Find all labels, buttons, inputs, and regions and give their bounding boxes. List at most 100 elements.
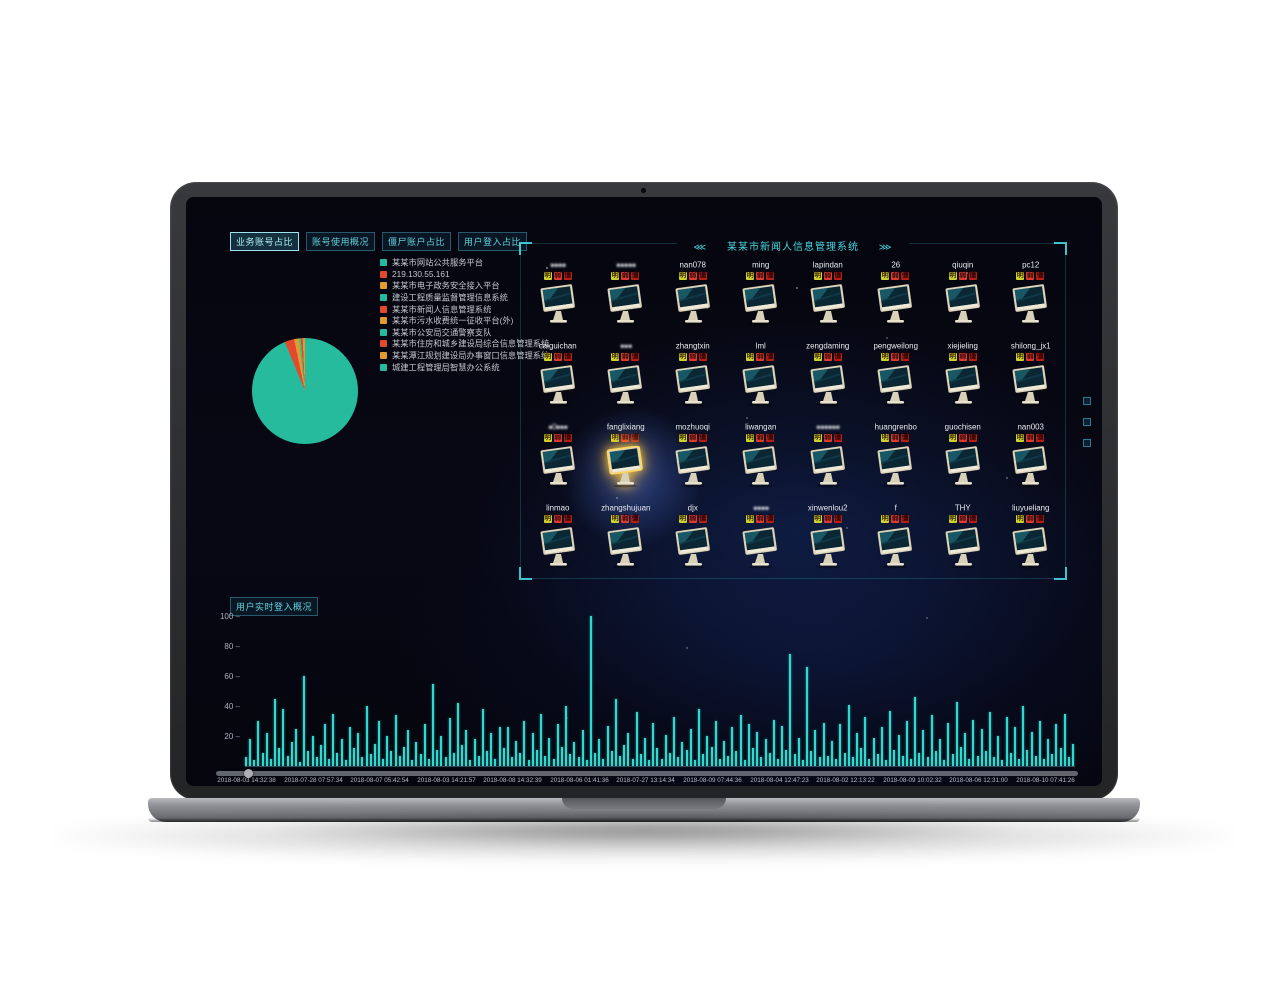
login-bar [660, 758, 663, 766]
login-bar [407, 730, 410, 766]
user-cell[interactable]: nan003 明弱僵 [997, 417, 1065, 498]
user-cell[interactable]: caiguichan 明弱僵 [524, 336, 592, 417]
status-badge: 明 [611, 515, 620, 523]
login-bar [918, 752, 921, 766]
decor-square-icon [1083, 418, 1091, 426]
legend-item[interactable]: 219.130.55.161 [380, 269, 563, 281]
login-bar [394, 715, 397, 766]
datazoom-slider[interactable] [216, 769, 1078, 778]
user-badges: 明弱僵 [659, 434, 727, 443]
user-cell[interactable]: liuyueliang 明弱僵 [997, 498, 1065, 579]
login-bar [1063, 713, 1066, 766]
user-cell[interactable]: pengweilong 明弱僵 [862, 336, 930, 417]
status-badge: 僵 [901, 272, 910, 280]
user-name: xinwenlou2 [807, 503, 848, 513]
laptop-base-edge [148, 818, 1140, 822]
status-badge: 弱 [823, 515, 832, 523]
user-cell[interactable]: ming 明弱僵 [727, 255, 795, 336]
user-cell[interactable]: 26 明弱僵 [862, 255, 930, 336]
login-bar [311, 736, 314, 766]
login-bar [868, 758, 871, 766]
login-bar [452, 752, 455, 766]
x-tick-label: 2018-07-27 13:14:34 [616, 777, 676, 784]
status-badge: 明 [948, 515, 957, 523]
user-name: zhangtxin [675, 341, 710, 351]
login-bar [461, 745, 464, 766]
user-cell[interactable]: ●●●●● 明弱僵 [592, 255, 660, 336]
login-bar [880, 727, 883, 766]
tab-2[interactable]: 僵尸账户占比 [382, 232, 452, 251]
legend-item[interactable]: 某某市新闻人信息管理系统 [380, 303, 563, 315]
login-bar [635, 712, 638, 766]
login-bar [544, 755, 547, 766]
legend-item[interactable]: 某某市电子政务安全接入平台 [380, 280, 563, 292]
user-badges: 明弱僵 [727, 434, 795, 443]
user-cell[interactable]: mozhuoqi 明弱僵 [659, 417, 727, 498]
user-cell[interactable]: nan078 明弱僵 [659, 255, 727, 336]
legend-item[interactable]: 建设工程质量监督管理信息系统 [380, 292, 563, 304]
user-cell[interactable]: liwangan 明弱僵 [727, 417, 795, 498]
user-cell[interactable]: THY 明弱僵 [929, 498, 997, 579]
user-cell[interactable]: shilong_jx1 明弱僵 [997, 336, 1065, 417]
login-bar [1055, 724, 1058, 766]
login-bar [627, 733, 630, 766]
tab-0[interactable]: 业务账号占比 [230, 232, 300, 251]
user-cell[interactable]: linmao 明弱僵 [524, 498, 592, 579]
user-cell[interactable]: ●0●●● 明弱僵 [524, 417, 592, 498]
status-badge: 弱 [891, 515, 900, 523]
user-cell[interactable]: ●●● 明弱僵 [592, 336, 660, 417]
legend-item[interactable]: 某某市网站公共服务平台 [380, 257, 563, 269]
login-bar [614, 698, 617, 766]
login-bar [1067, 757, 1070, 766]
status-badge: 僵 [563, 515, 572, 523]
login-bar [764, 739, 767, 766]
legend-item[interactable]: 某某市污水收费统一征收平台(外) [380, 315, 563, 327]
login-bar [1022, 706, 1025, 766]
user-badges: 明弱僵 [794, 434, 862, 443]
login-bar [282, 709, 285, 766]
status-badge: 明 [881, 272, 890, 280]
user-cell[interactable]: qiuqin 明弱僵 [929, 255, 997, 336]
login-bar [378, 721, 380, 766]
login-bar [735, 751, 738, 766]
user-cell[interactable]: ●●●● 明弱僵 [524, 255, 592, 336]
user-cell[interactable]: lapindan 明弱僵 [794, 255, 862, 336]
laptop-notch [562, 798, 726, 809]
login-bar [656, 748, 659, 766]
user-cell[interactable]: xinwenlou2 明弱僵 [794, 498, 862, 579]
legend-item[interactable]: 某某市住房和城乡建设局综合信息管理系统 [380, 338, 563, 350]
laptop-mockup: 业务账号占比 账号使用概况 僵尸账户占比 用户登入占比 某某市网站公共服务平台 219.… [170, 182, 1118, 800]
tab-3[interactable]: 用户登入占比 [458, 232, 528, 251]
status-badge: 弱 [958, 353, 967, 361]
user-cell[interactable]: zhangshujuan 明弱僵 [592, 498, 660, 579]
user-cell[interactable]: guochisen 明弱僵 [929, 417, 997, 498]
login-bar [423, 724, 426, 766]
legend-item[interactable]: 城建工程管理局智慧办公系统 [380, 361, 563, 373]
user-cell[interactable]: pc12 明弱僵 [997, 255, 1065, 336]
legend-item[interactable]: 某某潭江规划建设局办事窗口信息管理系统 [380, 350, 563, 362]
status-badge: 弱 [1026, 515, 1035, 523]
user-cell[interactable]: djx 明弱僵 [659, 498, 727, 579]
status-badge: 僵 [901, 515, 910, 523]
login-bar [1047, 739, 1050, 766]
tab-1[interactable]: 账号使用概况 [306, 232, 376, 251]
user-cell[interactable]: xiejieling 明弱僵 [929, 336, 997, 417]
legend-item[interactable]: 某某市公安局交通警察支队 [380, 327, 563, 339]
user-cell[interactable]: zhangtxin 明弱僵 [659, 336, 727, 417]
datazoom-handle[interactable] [244, 769, 253, 778]
user-cell[interactable]: ●●●● 明弱僵 [727, 498, 795, 579]
login-bar [569, 754, 572, 766]
monitor-icon [877, 526, 913, 569]
user-cell[interactable]: fanglixiang 明弱僵 [592, 417, 660, 498]
user-cell[interactable]: lml 明弱僵 [727, 336, 795, 417]
status-badge: 明 [746, 272, 755, 280]
login-bar [1051, 754, 1054, 766]
login-bar [369, 754, 372, 766]
user-badges: 明弱僵 [727, 353, 795, 362]
user-cell[interactable]: zengdaming 明弱僵 [794, 336, 862, 417]
user-cell[interactable]: huangrenbo 明弱僵 [862, 417, 930, 498]
x-tick-label: 2018-08-03 14:21:57 [416, 777, 476, 784]
user-cell[interactable]: f 明弱僵 [862, 498, 930, 579]
user-cell[interactable]: ●●●●●● 明弱僵 [794, 417, 862, 498]
login-bar [506, 727, 509, 766]
